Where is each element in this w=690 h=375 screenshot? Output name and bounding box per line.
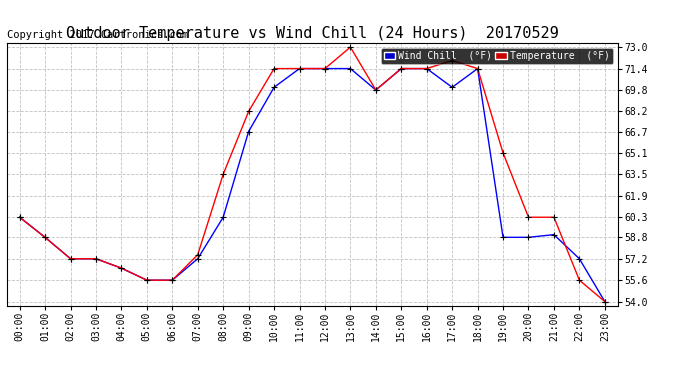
Legend: Wind Chill  (°F), Temperature  (°F): Wind Chill (°F), Temperature (°F) xyxy=(381,48,613,64)
Title: Outdoor Temperature vs Wind Chill (24 Hours)  20170529: Outdoor Temperature vs Wind Chill (24 Ho… xyxy=(66,26,559,40)
Text: Copyright 2017 Cartronics.com: Copyright 2017 Cartronics.com xyxy=(7,30,188,40)
